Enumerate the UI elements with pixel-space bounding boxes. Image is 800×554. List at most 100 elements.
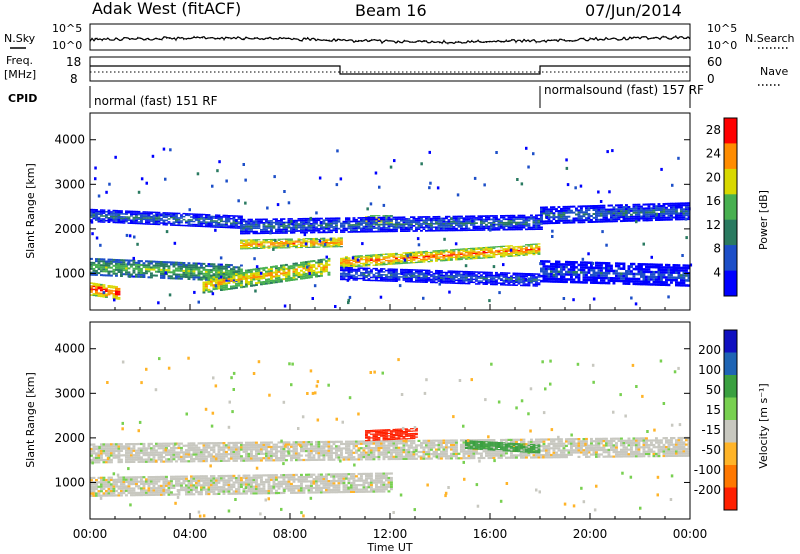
power-cell <box>237 284 241 287</box>
power-cell <box>485 283 488 285</box>
power-cell <box>502 221 506 224</box>
power-cell <box>687 266 691 270</box>
power-cell <box>612 212 616 215</box>
power-cell <box>212 263 216 266</box>
power-cell <box>160 213 163 215</box>
power-cell <box>372 260 376 263</box>
power-cell <box>677 206 681 209</box>
power-cell <box>435 222 438 225</box>
power-cell <box>435 272 438 275</box>
power-cell <box>240 241 243 243</box>
power-cell <box>362 225 366 228</box>
power-cell <box>512 214 516 217</box>
power-noise-cell <box>671 183 674 187</box>
power-cell <box>227 215 231 217</box>
power-cell <box>540 279 543 283</box>
power-cell <box>345 257 348 259</box>
power-cell <box>602 204 606 207</box>
power-cell <box>340 224 343 226</box>
power-cell <box>377 276 381 279</box>
power-cell <box>340 268 343 270</box>
power-cell <box>382 258 386 261</box>
power-cell <box>380 268 383 270</box>
power-cell <box>195 218 198 220</box>
power-cell <box>497 218 501 221</box>
power-cell <box>255 245 258 247</box>
power-cell <box>215 269 218 272</box>
power-cell <box>315 229 318 232</box>
power-cell <box>355 264 358 266</box>
power-cell <box>342 268 346 270</box>
power-cell <box>222 286 226 289</box>
power-cell <box>240 248 243 250</box>
power-cell <box>312 239 316 241</box>
power-noise-cell <box>274 238 277 242</box>
power-cell <box>122 263 126 266</box>
power-cell <box>215 214 218 216</box>
power-cell <box>92 211 96 214</box>
power-cell <box>237 276 241 279</box>
power-cell <box>137 265 141 268</box>
power-cell <box>122 220 126 223</box>
power-cell <box>682 210 686 213</box>
power-cell <box>405 277 408 280</box>
power-cell <box>332 246 336 248</box>
power-cell <box>455 248 458 251</box>
power-cell <box>485 255 488 258</box>
power-cell <box>615 269 618 273</box>
power-cell <box>105 219 108 222</box>
power-cell <box>397 277 401 280</box>
power-cell <box>327 242 331 244</box>
power-cell <box>97 287 101 290</box>
power-cell <box>295 247 298 249</box>
power-cell <box>575 271 578 274</box>
power-cell <box>627 272 631 276</box>
power-cell <box>347 259 351 262</box>
power-cell <box>687 204 691 207</box>
power-cell <box>672 271 676 274</box>
power-cell <box>515 251 518 253</box>
power-cell <box>527 250 531 252</box>
velocity-cell <box>115 447 118 450</box>
power-cell <box>227 288 231 290</box>
power-cell <box>235 224 238 226</box>
velocity-cell <box>97 450 101 453</box>
power-cell <box>225 286 228 289</box>
power-cell <box>557 260 561 264</box>
power-cell <box>252 230 256 233</box>
power-cell <box>360 255 363 257</box>
power-cell <box>662 268 666 272</box>
power-cell <box>262 247 266 249</box>
power-cell <box>247 225 251 228</box>
power-cell <box>107 214 111 216</box>
power-cell <box>520 272 523 275</box>
power-cell <box>252 268 256 271</box>
power-cell <box>320 244 323 246</box>
power-cell <box>220 226 223 228</box>
power-cell <box>537 226 541 229</box>
power-noise-cell <box>99 243 102 247</box>
power-cell <box>262 230 266 233</box>
power-cell <box>622 282 626 285</box>
power-cell <box>265 274 268 277</box>
power-cell <box>575 207 578 210</box>
power-cell <box>112 211 116 213</box>
power-cell <box>125 213 128 215</box>
power-cell <box>582 219 586 222</box>
power-cell <box>347 271 351 273</box>
power-cell <box>515 272 518 275</box>
power-cell <box>457 217 461 220</box>
power-cell <box>162 263 166 266</box>
power-cell <box>465 255 468 258</box>
power-cell <box>517 245 521 248</box>
power-cell <box>140 217 143 219</box>
power-cell <box>452 217 456 220</box>
power-cell <box>395 271 398 274</box>
power-noise-cell <box>566 183 570 187</box>
power-noise-cell <box>492 265 496 269</box>
power-cell <box>155 223 158 226</box>
power-cell <box>415 255 418 257</box>
power-cell <box>95 264 98 266</box>
power-cell <box>115 293 118 295</box>
power-cell <box>365 260 368 262</box>
